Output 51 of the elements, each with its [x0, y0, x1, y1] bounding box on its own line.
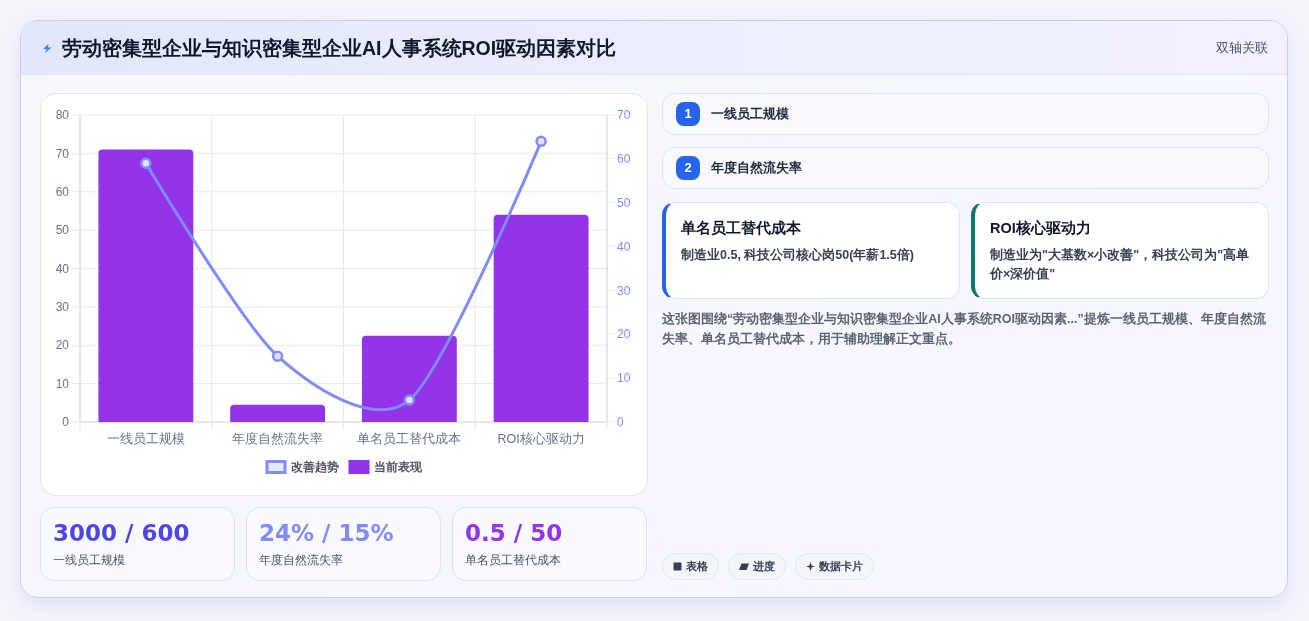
text: 制造业为"大基数×小改善"，科技公司为"高单价×深价值" — [990, 246, 1251, 283]
x-tick-label: 一线员工规模 — [106, 432, 185, 446]
legend-label: 改善趋势 — [290, 460, 339, 475]
text: 表格 — [686, 559, 708, 574]
y2-tick-label: 0 — [617, 415, 624, 430]
point — [271, 350, 284, 362]
bar — [230, 404, 326, 422]
point — [403, 394, 416, 406]
x-tick-label: 单名员工替代成本 — [357, 432, 462, 446]
chart-title: 劳动密集型企业与知识密集型企业AI人事系统ROI驱动因素对比 — [62, 37, 617, 59]
y2-tick-label: 40 — [617, 239, 631, 254]
y2-tick-label: 30 — [617, 283, 631, 298]
text: 0.5 / 50 — [465, 519, 563, 547]
text: 年度自然流失率 — [259, 553, 343, 568]
bar — [361, 335, 457, 422]
text: 2 — [676, 156, 700, 180]
text: 3000 / 600 — [53, 519, 190, 547]
bar — [98, 149, 194, 422]
text: 双轴关联 — [1215, 40, 1268, 56]
text: 制造业0.5, 科技公司核心岗50(年薪1.5倍) — [681, 247, 915, 264]
y2-tick-label: 10 — [617, 371, 631, 386]
text: 进度 — [753, 559, 775, 574]
text: 一线员工规模 — [53, 553, 125, 568]
y2-tick-label: 20 — [617, 327, 631, 342]
y-tick-label: 70 — [55, 146, 70, 161]
y2-tick-label: 70 — [617, 108, 631, 123]
y-tick-label: 50 — [55, 223, 70, 238]
y2-tick-label: 50 — [617, 195, 631, 210]
legend-label: 当前表现 — [373, 460, 423, 475]
x-tick-label: ROI核心驱动力 — [497, 431, 585, 446]
x-tick-label: 年度自然流失率 — [232, 431, 324, 446]
y-tick-label: 10 — [55, 376, 70, 391]
y-tick-label: 30 — [55, 300, 70, 315]
text: 数据卡片 — [819, 559, 863, 574]
text: 年度自然流失率 — [711, 160, 802, 176]
point — [535, 135, 547, 148]
y-tick-label: 80 — [55, 108, 70, 123]
y2-tick-label: 60 — [617, 152, 631, 167]
text: 单名员工替代成本 — [465, 553, 561, 568]
y-tick-label: 20 — [55, 338, 70, 353]
text: 单名员工替代成本 — [681, 219, 802, 237]
text: 24% / 15% — [259, 519, 394, 547]
y-tick-label: 60 — [55, 184, 70, 199]
text: ROI核心驱动力 — [990, 219, 1092, 237]
bar — [493, 214, 589, 422]
text: 这张图围绕“劳动密集型企业与知识密集型企业AI人事系统ROI驱动因素...”提炼一线员工规模、年度自然流失率、单名员工替代成本，用于辅助理解正文重点。 — [662, 310, 1267, 348]
point — [140, 157, 152, 169]
text: 一线员工规模 — [711, 106, 789, 122]
y-tick-label: 40 — [55, 261, 70, 276]
text: 1 — [676, 102, 700, 126]
y-tick-label: 0 — [62, 415, 70, 430]
